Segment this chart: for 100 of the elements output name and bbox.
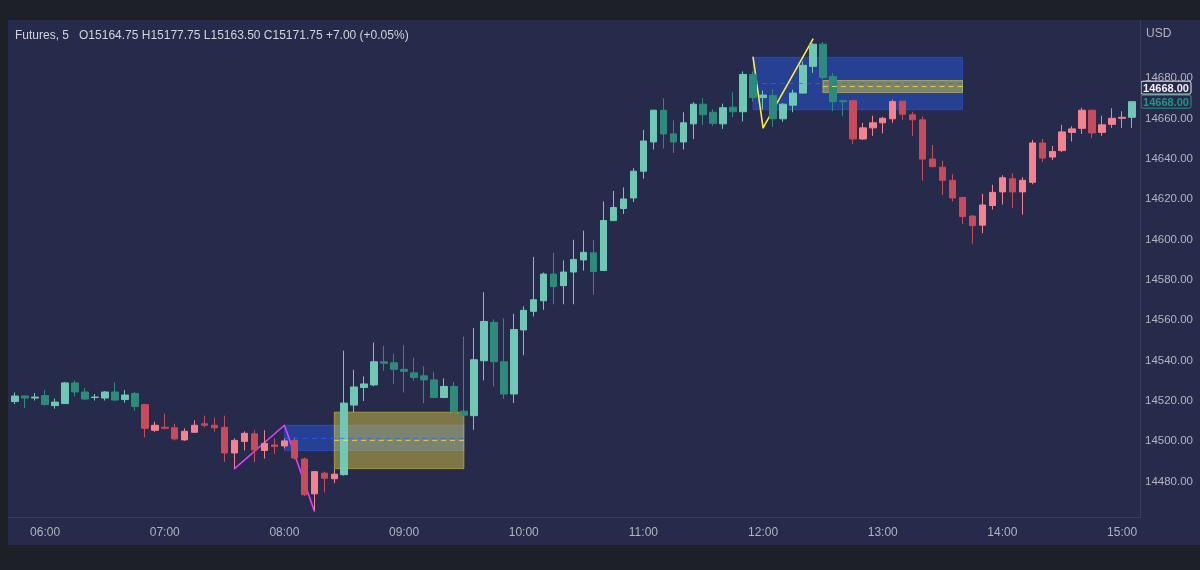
candlestick	[241, 430, 248, 451]
candlestick	[261, 429, 268, 460]
candlestick	[1128, 101, 1136, 129]
candlestick	[680, 111, 687, 151]
candlestick	[191, 419, 198, 433]
candlestick	[311, 471, 318, 511]
candlestick	[480, 291, 488, 381]
candlestick	[410, 357, 418, 382]
candlestick	[201, 415, 208, 428]
candlestick	[271, 437, 278, 455]
text: O15164.75 H15177.75 L15163.50 C15171.75 +7.00 (+0.05%)	[79, 28, 409, 42]
y-tick-label: 14480.00	[1145, 474, 1193, 487]
x-tick-label: 06:00	[30, 525, 61, 539]
candlestick	[849, 100, 857, 145]
candlestick	[969, 214, 976, 245]
candlestick	[31, 392, 39, 402]
x-tick-label: 14:00	[987, 525, 1018, 539]
candlestick	[999, 174, 1006, 205]
text: 14668.00	[1143, 96, 1189, 109]
candlestick	[141, 404, 149, 438]
candlestick	[380, 345, 388, 372]
candlestick	[709, 108, 717, 127]
candlestick	[41, 389, 49, 407]
candlestick	[779, 102, 787, 123]
candlestick	[440, 377, 448, 399]
candlestick	[131, 391, 139, 412]
candlestick	[21, 395, 29, 409]
candlestick	[331, 468, 338, 484]
y-tick-label: 14600.00	[1145, 232, 1193, 245]
candlestick	[530, 256, 537, 317]
candlestick	[929, 144, 936, 168]
candlestick	[390, 353, 398, 385]
candlestick	[520, 305, 527, 356]
candlestick	[630, 167, 637, 203]
candlestick	[819, 41, 827, 80]
candlestick	[859, 122, 867, 141]
candlestick	[1039, 138, 1046, 163]
candlestick	[490, 318, 498, 387]
candlestick	[1078, 107, 1086, 135]
candlestick	[1009, 172, 1016, 209]
candlestick	[51, 398, 59, 410]
candlestick	[899, 100, 906, 121]
candlestick	[580, 230, 587, 272]
candlestick	[161, 413, 169, 430]
y-tick-label: 14660.00	[1145, 111, 1193, 124]
candlestick	[909, 111, 916, 137]
candlestick	[769, 88, 777, 128]
candlestick	[460, 336, 468, 417]
candlestick	[121, 389, 129, 404]
candlestick	[61, 381, 69, 405]
candlestick	[11, 392, 19, 405]
candlestick	[640, 129, 647, 180]
candlestick	[789, 89, 797, 113]
candlestick	[690, 101, 697, 140]
candlestick	[1088, 109, 1096, 139]
candlestick	[101, 390, 109, 402]
x-tick-label: 10:00	[508, 525, 540, 539]
candlestick	[500, 317, 508, 400]
candlestick	[291, 436, 298, 461]
candlestick	[799, 60, 807, 94]
x-tick-label: 12:00	[748, 525, 779, 539]
candlestick	[470, 327, 478, 431]
candlestick	[729, 91, 737, 118]
candlestick	[1049, 145, 1056, 161]
candlestick	[211, 417, 218, 433]
text: Futures, 5	[15, 28, 70, 42]
y-tick-label: 14520.00	[1145, 394, 1193, 407]
y-tick-label: 14620.00	[1145, 192, 1193, 205]
candlestick	[989, 184, 996, 211]
x-tick-label: 08:00	[269, 525, 300, 539]
candlestick	[450, 381, 458, 416]
candlestick	[171, 423, 178, 441]
candlestick	[889, 99, 896, 124]
candlestick	[610, 190, 617, 222]
candlestick	[1019, 176, 1026, 216]
candlestick	[430, 371, 438, 399]
candlestick	[919, 115, 926, 182]
x-tick-label: 09:00	[389, 525, 420, 539]
candlestick	[510, 313, 518, 404]
candlestick	[231, 437, 238, 469]
candlestick	[829, 72, 837, 112]
candlestick	[939, 160, 946, 196]
candlestick	[959, 196, 966, 225]
candlestick	[570, 239, 577, 305]
candlestick	[1108, 107, 1116, 129]
candlestick	[1098, 115, 1106, 137]
y-tick-label: 14640.00	[1145, 152, 1193, 165]
candlestick	[739, 70, 747, 122]
y-tick-label: 14540.00	[1145, 353, 1193, 366]
candlestick	[699, 97, 707, 126]
candlestick	[221, 415, 228, 463]
candlestick	[879, 116, 886, 134]
candlestick	[321, 471, 328, 493]
candlestick	[540, 272, 547, 311]
candlestick	[660, 97, 667, 150]
candlestick	[81, 387, 89, 401]
candlestick	[71, 379, 79, 398]
x-tick-label: 11:00	[628, 525, 659, 539]
candlestick	[1068, 125, 1076, 142]
candlestick	[281, 437, 288, 449]
